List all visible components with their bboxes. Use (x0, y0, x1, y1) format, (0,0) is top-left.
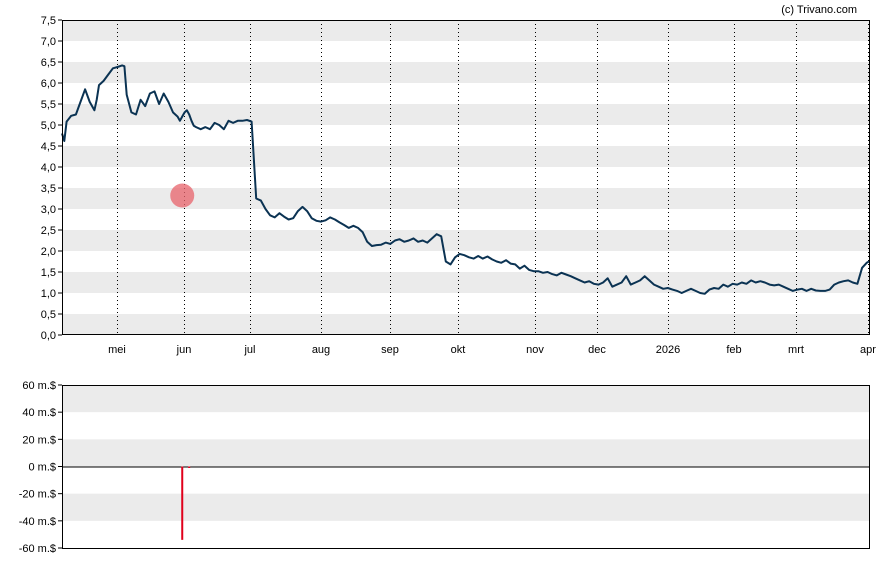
y-tick-label: 5,0 (41, 120, 56, 132)
y-tick-label: 1,0 (41, 288, 56, 300)
y-tick-label: -40 m.$ (19, 516, 56, 528)
x-tick-label: dec (588, 344, 606, 356)
y-tick-label: 0 m.$ (28, 462, 56, 474)
x-tick-label: 2026 (656, 344, 680, 356)
y-tick-label: 2,0 (41, 246, 56, 258)
grid-band (62, 20, 869, 41)
y-tick-label: 4,5 (41, 141, 56, 153)
x-tick-label: aug (312, 344, 330, 356)
y-tick-label: 5,5 (41, 99, 56, 111)
y-tick-label: 0,5 (41, 309, 56, 321)
grid-band (62, 385, 869, 412)
x-tick-label: jun (176, 344, 192, 356)
x-tick-label: sep (381, 344, 399, 356)
y-tick-label: 2,5 (41, 225, 56, 237)
x-tick-label: feb (726, 344, 741, 356)
y-tick-label: -20 m.$ (19, 489, 56, 501)
x-tick-label: jul (243, 344, 255, 356)
y-tick-label: 60 m.$ (22, 380, 56, 392)
grid-band (62, 146, 869, 167)
x-tick-label: mei (108, 344, 126, 356)
volume-bar (188, 467, 190, 469)
x-tick-label: apr (860, 344, 876, 356)
y-tick-label: -60 m.$ (19, 543, 56, 555)
x-tick-label: nov (526, 344, 544, 356)
y-tick-label: 7,5 (41, 15, 56, 27)
highlight-marker (170, 184, 194, 208)
price-line (62, 65, 869, 293)
y-tick-label: 6,0 (41, 78, 56, 90)
y-tick-label: 3,0 (41, 204, 56, 216)
y-tick-label: 1,5 (41, 267, 56, 279)
y-tick-label: 3,5 (41, 183, 56, 195)
y-tick-label: 7,0 (41, 36, 56, 48)
y-tick-label: 6,5 (41, 57, 56, 69)
volume-bar (181, 467, 183, 540)
x-tick-label: mrt (788, 344, 804, 356)
grid-band (62, 314, 869, 335)
x-tick-label: okt (451, 344, 466, 356)
y-tick-label: 20 m.$ (22, 434, 56, 446)
y-tick-label: 40 m.$ (22, 407, 56, 419)
grid-band (62, 62, 869, 83)
copyright-label: (c) Trivano.com (781, 4, 857, 16)
y-tick-label: 0,0 (41, 330, 56, 342)
y-tick-label: 4,0 (41, 162, 56, 174)
grid-band (62, 230, 869, 251)
grid-band (62, 439, 869, 466)
